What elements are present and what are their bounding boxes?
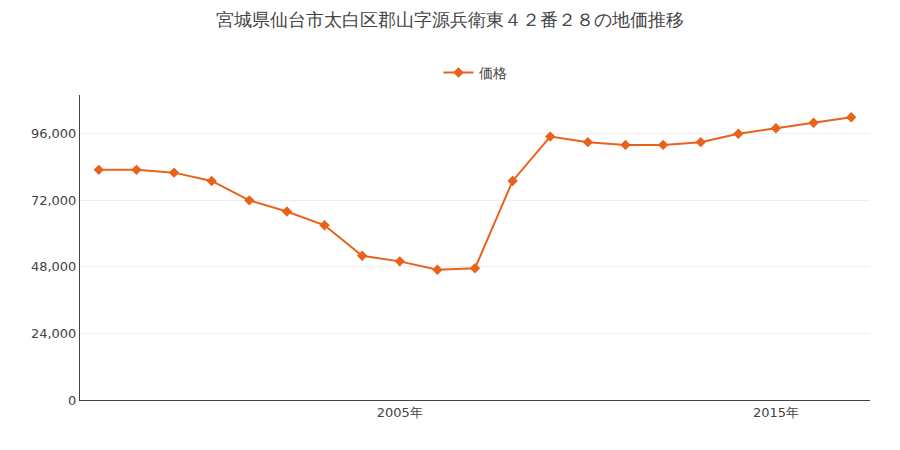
svg-text:48,000: 48,000 (31, 259, 77, 274)
svg-text:価格: 価格 (479, 65, 507, 81)
svg-text:24,000: 24,000 (31, 326, 77, 341)
svg-text:2005年: 2005年 (377, 405, 423, 420)
svg-text:2015年: 2015年 (753, 405, 799, 420)
svg-text:宮城県仙台市太白区郡山字源兵衛東４２番２８の地価推移: 宮城県仙台市太白区郡山字源兵衛東４２番２８の地価推移 (216, 9, 684, 30)
svg-text:72,000: 72,000 (31, 193, 77, 208)
svg-text:0: 0 (68, 393, 76, 408)
svg-text:96,000: 96,000 (31, 126, 77, 141)
